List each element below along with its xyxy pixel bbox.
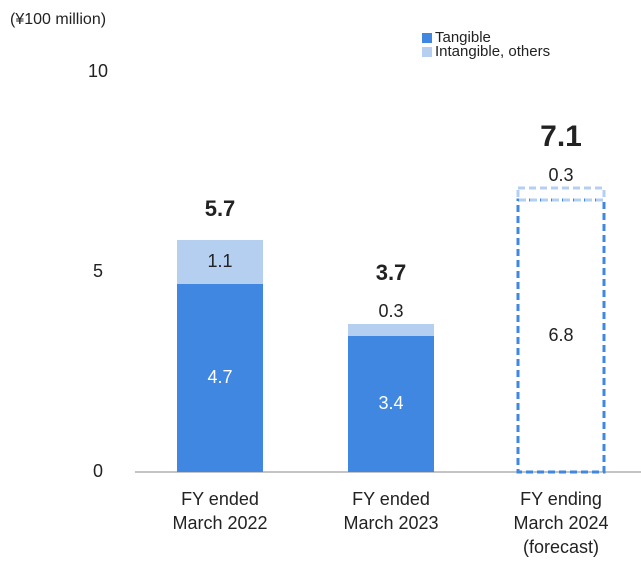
x-tick-label: FY ended March 2022	[172, 489, 267, 533]
x-tick-label: FY ended March 2023	[343, 489, 438, 533]
bar-segment	[516, 186, 606, 202]
value-label: 3.4	[378, 393, 403, 413]
total-label: 3.7	[376, 260, 407, 285]
bar-segment	[177, 240, 263, 284]
legend-swatch	[422, 33, 432, 43]
bar-segment	[348, 324, 434, 336]
y-axis-label: (¥100 million)	[10, 11, 106, 28]
bar-segment	[516, 198, 606, 474]
x-tick-label: FY ending March 2024 (forecast)	[513, 489, 608, 557]
y-tick-label: 0	[93, 461, 103, 481]
total-label: 7.1	[540, 120, 582, 153]
value-label: 4.7	[207, 367, 232, 387]
value-label: 6.8	[548, 325, 573, 345]
value-label: 1.1	[207, 251, 232, 271]
value-label: 0.3	[378, 301, 403, 321]
legend-label: Tangible	[435, 29, 491, 46]
value-label: 0.3	[548, 165, 573, 185]
bar-segment	[177, 284, 263, 472]
legend-label: Intangible, others	[435, 43, 550, 60]
total-label: 5.7	[205, 196, 236, 221]
bar-segment	[348, 336, 434, 472]
legend-swatch	[422, 47, 432, 57]
y-tick-label: 10	[88, 61, 108, 81]
y-tick-label: 5	[93, 261, 103, 281]
